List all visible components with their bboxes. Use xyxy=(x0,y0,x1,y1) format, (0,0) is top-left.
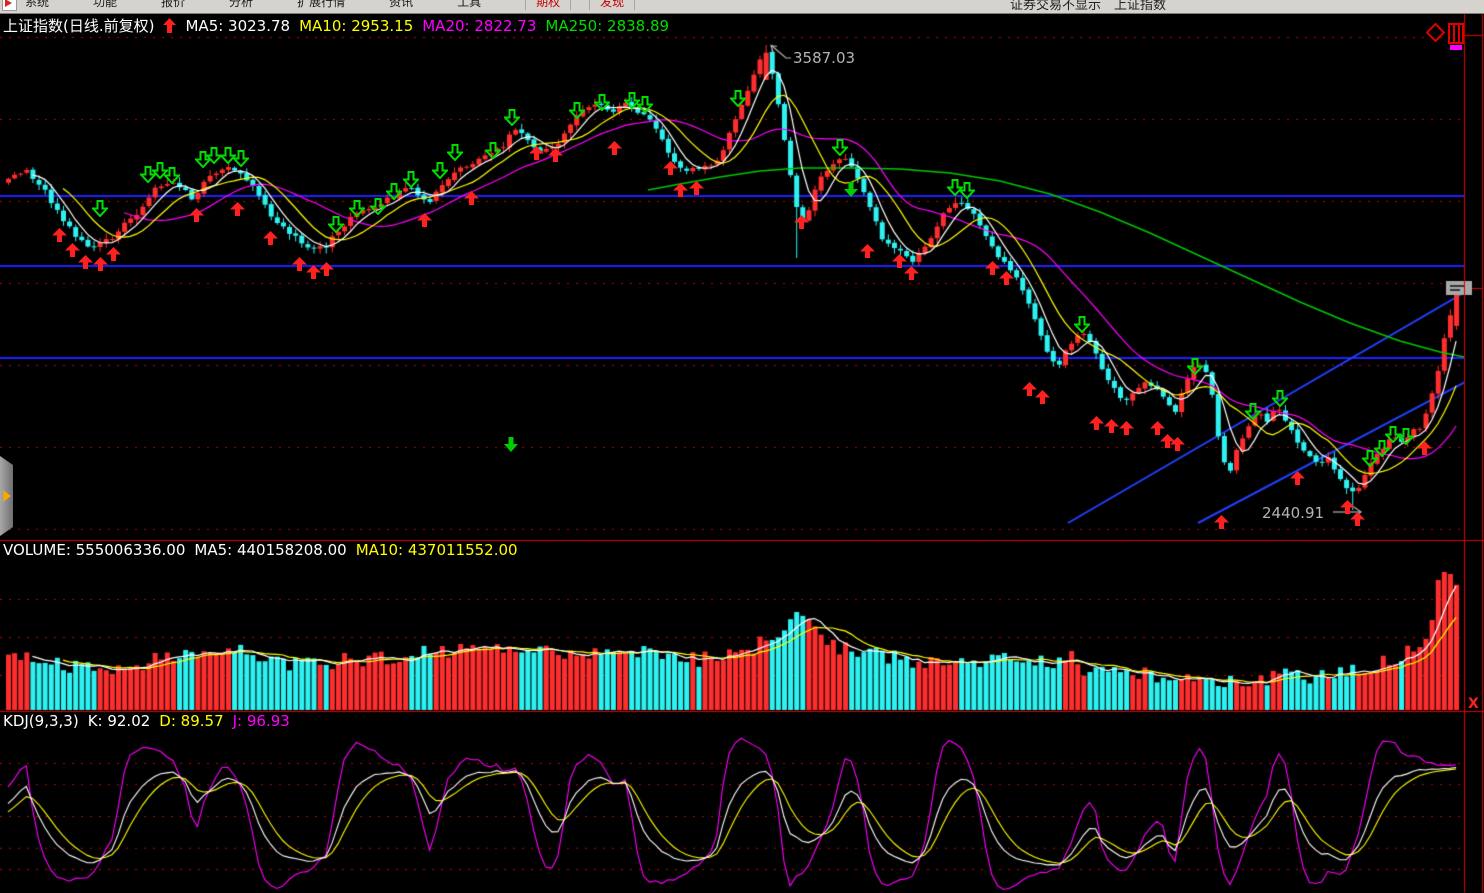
expand-arrow-icon xyxy=(3,490,11,502)
menu-item-4[interactable]: 扩展行情 xyxy=(297,0,346,9)
level-indicator-bar xyxy=(1450,45,1462,50)
menu-item-2[interactable]: 报价 xyxy=(161,0,186,9)
kdj-pane-label-row: KDJ(9,3,3) K: 92.02 D: 89.57 J: 96.93 xyxy=(3,712,290,730)
menu-items-row: 系统 功能 报价 分析 扩展行情 资讯 工具 期权 发现 xyxy=(0,0,1484,11)
kdj-k-label: K: 92.02 xyxy=(87,712,151,730)
kdj-j-label: J: 96.93 xyxy=(232,712,290,730)
high-price-annotation: 3587.03 xyxy=(793,49,856,67)
main-pane-label-row: 上证指数(日线.前复权) MA5: 3023.78 MA10: 2953.15 … xyxy=(3,15,669,36)
menu-item-3[interactable]: 分析 xyxy=(229,0,254,9)
side-panel-handle[interactable] xyxy=(0,456,13,536)
volume-label: VOLUME: 555006336.00 xyxy=(3,541,186,559)
menu-item-6[interactable]: 工具 xyxy=(457,0,482,9)
ma250-label: MA250: 2838.89 xyxy=(545,16,670,35)
menu-hot-item-0[interactable]: 期权 xyxy=(525,0,572,10)
kdj-title: KDJ(9,3,3) xyxy=(3,712,79,730)
close-indicator-button[interactable]: X xyxy=(1468,696,1479,712)
app-icon-glyph xyxy=(5,0,12,7)
ma10-label: MA10: 2953.15 xyxy=(299,16,414,35)
active-symbol-title: 证券交易不显示 上证指数 xyxy=(1010,0,1167,13)
up-arrow-icon xyxy=(163,18,177,33)
chart-title: 上证指数(日线.前复权) xyxy=(3,17,155,35)
volume-ma5-label: MA5: 440158208.00 xyxy=(194,541,347,559)
diamond-icon[interactable] xyxy=(1425,22,1446,44)
volume-pane-label-row: VOLUME: 555006336.00 MA5: 440158208.00 M… xyxy=(3,541,518,559)
kdj-d-label: D: 89.57 xyxy=(159,712,224,730)
low-price-annotation: 2440.91 xyxy=(1262,504,1325,522)
split-window-icon[interactable] xyxy=(1448,23,1464,44)
menu-item-0[interactable]: 系统 xyxy=(25,0,50,9)
ma20-label: MA20: 2822.73 xyxy=(422,16,537,35)
app-icon[interactable] xyxy=(2,0,17,11)
corner-icons xyxy=(1425,22,1464,44)
menu-item-1[interactable]: 功能 xyxy=(93,0,118,9)
menu-hot-item-1[interactable]: 发现 xyxy=(589,0,636,10)
menu-bar: 系统 功能 报价 分析 扩展行情 资讯 工具 期权 发现 证券交易不显示 上证指数 xyxy=(0,0,1484,14)
ma5-label: MA5: 3023.78 xyxy=(185,16,291,35)
volume-ma10-label: MA10: 437011552.00 xyxy=(355,541,518,559)
menu-item-5[interactable]: 资讯 xyxy=(389,0,414,9)
